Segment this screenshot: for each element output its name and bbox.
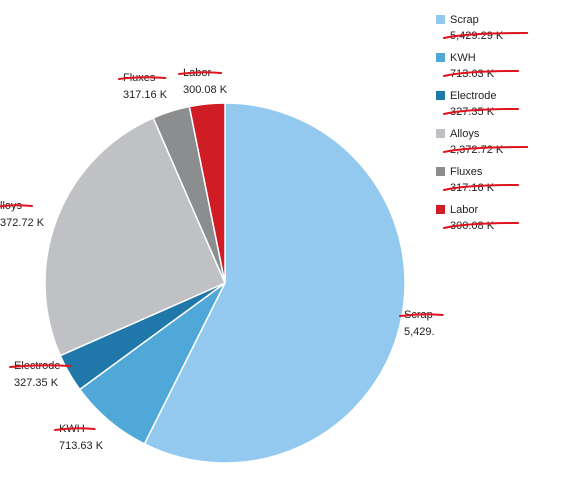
redaction-stroke-legend-scrap <box>443 32 529 39</box>
redaction-stroke-label-electrode <box>9 364 72 368</box>
legend-swatch-alloys <box>436 129 445 138</box>
pie-slice-labor <box>188 102 226 284</box>
redaction-stroke-label-scrap <box>399 313 444 317</box>
pie-slice-alloys <box>44 116 226 357</box>
legend-name-fluxes: Fluxes <box>450 166 483 178</box>
redaction-stroke-legend-kwh <box>443 70 520 77</box>
data-label-value-electrode: 327.35 K <box>14 377 59 389</box>
redaction-stroke-legend-electrode <box>443 108 520 115</box>
legend-name-kwh: KWH <box>450 52 476 64</box>
data-label-value-scrap: 5,429. <box>404 326 435 338</box>
legend-name-alloys: Alloys <box>450 128 480 140</box>
pie-slices <box>44 102 406 464</box>
redaction-stroke-label-fluxes <box>118 76 167 80</box>
legend-swatch-fluxes <box>436 167 445 176</box>
redaction-stroke-label-alloys <box>0 204 34 208</box>
data-label-value-kwh: 713.63 K <box>59 440 104 452</box>
data-label-value-fluxes: 317.16 K <box>123 89 168 101</box>
pie-slice-scrap <box>143 102 406 464</box>
redaction-stroke-legend-fluxes <box>443 184 520 191</box>
legend-swatch-kwh <box>436 53 445 62</box>
data-label-value-alloys: 372.72 K <box>0 217 45 229</box>
legend-swatch-scrap <box>436 15 445 24</box>
legend-name-scrap: Scrap <box>450 14 479 26</box>
legend-swatch-labor <box>436 205 445 214</box>
redaction-stroke-label-kwh <box>54 427 96 431</box>
redaction-stroke-legend-labor <box>443 222 520 229</box>
data-label-value-labor: 300.08 K <box>183 84 228 96</box>
legend-name-electrode: Electrode <box>450 90 496 102</box>
legend-name-labor: Labor <box>450 204 478 216</box>
redaction-strokes <box>0 32 529 431</box>
redaction-stroke-label-labor <box>178 71 223 75</box>
legend-swatch-electrode <box>436 91 445 100</box>
redaction-stroke-legend-alloys <box>443 146 529 153</box>
